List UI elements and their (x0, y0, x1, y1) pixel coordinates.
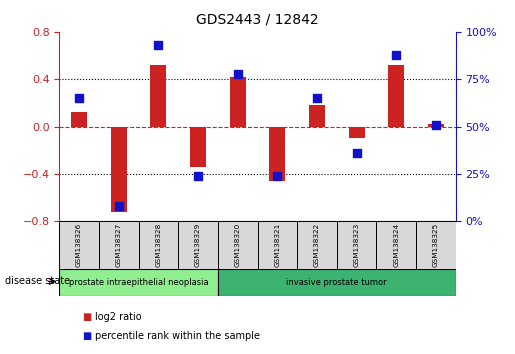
Point (114, 203, 123, 209)
Point (273, 173, 281, 179)
FancyBboxPatch shape (297, 221, 337, 269)
Point (233, 71, 242, 76)
Text: GSM138326: GSM138326 (76, 223, 82, 267)
Point (313, 95, 321, 101)
Text: ■: ■ (82, 331, 92, 341)
Text: GSM138322: GSM138322 (314, 223, 320, 267)
Bar (428, 124, 444, 127)
FancyBboxPatch shape (59, 269, 218, 296)
Point (194, 173, 202, 179)
Point (75, 95, 83, 101)
FancyBboxPatch shape (139, 221, 178, 269)
Bar (190, 127, 206, 167)
Text: GSM138324: GSM138324 (393, 223, 399, 267)
Text: disease state: disease state (5, 276, 70, 286)
Bar (309, 105, 325, 127)
Bar (150, 65, 166, 127)
Text: ■: ■ (82, 312, 92, 322)
Text: prostate intraepithelial neoplasia: prostate intraepithelial neoplasia (68, 278, 209, 287)
Bar (230, 77, 246, 127)
Bar (388, 65, 404, 127)
Text: GDS2443 / 12842: GDS2443 / 12842 (196, 12, 319, 27)
FancyBboxPatch shape (218, 221, 258, 269)
Bar (269, 127, 285, 181)
Bar (71, 112, 87, 127)
Bar (111, 127, 127, 212)
FancyBboxPatch shape (178, 221, 218, 269)
FancyBboxPatch shape (99, 221, 139, 269)
FancyBboxPatch shape (218, 269, 456, 296)
Text: GSM138328: GSM138328 (156, 223, 161, 267)
FancyBboxPatch shape (376, 221, 416, 269)
Text: invasive prostate tumor: invasive prostate tumor (286, 278, 387, 287)
Text: percentile rank within the sample: percentile rank within the sample (95, 331, 260, 341)
FancyBboxPatch shape (59, 221, 99, 269)
Point (392, 52, 401, 57)
FancyBboxPatch shape (337, 221, 376, 269)
FancyBboxPatch shape (258, 221, 297, 269)
Point (432, 122, 440, 127)
Bar (349, 127, 365, 138)
Text: GSM138325: GSM138325 (433, 223, 439, 267)
Text: GSM138323: GSM138323 (354, 223, 359, 267)
FancyBboxPatch shape (416, 221, 456, 269)
Point (154, 42, 162, 48)
Text: log2 ratio: log2 ratio (95, 312, 142, 322)
Text: GSM138327: GSM138327 (116, 223, 122, 267)
Text: GSM138321: GSM138321 (274, 223, 280, 267)
Text: GSM138320: GSM138320 (235, 223, 241, 267)
Point (352, 150, 360, 156)
Text: GSM138329: GSM138329 (195, 223, 201, 267)
